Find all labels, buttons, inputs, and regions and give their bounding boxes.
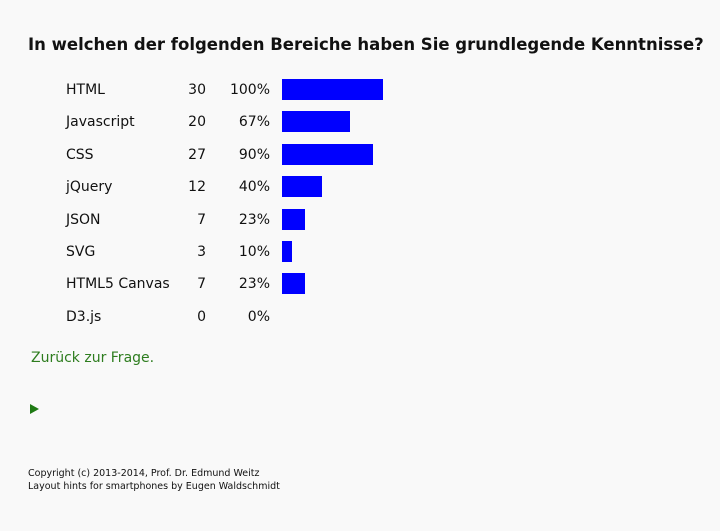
result-bar-track xyxy=(282,111,383,133)
result-bar-track xyxy=(282,306,383,327)
result-bar xyxy=(282,273,306,295)
result-bar xyxy=(282,143,373,165)
vote-count: 7 xyxy=(197,276,206,293)
vote-count: 20 xyxy=(188,114,206,131)
result-bar-track xyxy=(282,176,383,198)
copyright-text: Copyright (c) 2013-2014, Prof. Dr. Edmun… xyxy=(28,468,260,479)
back-to-question-link[interactable]: Zurück zur Frage. xyxy=(31,350,155,366)
option-label: HTML5 Canvas xyxy=(66,276,170,293)
result-bar xyxy=(282,79,383,100)
result-bar-track xyxy=(282,240,383,262)
vote-count: 30 xyxy=(188,82,206,98)
vote-count: 7 xyxy=(197,211,206,228)
result-bar xyxy=(282,240,293,262)
result-bar-track xyxy=(282,273,383,295)
vote-count: 0 xyxy=(197,308,206,325)
question-title: In welchen der folgenden Bereiche haben … xyxy=(28,35,704,54)
result-bar xyxy=(282,111,350,133)
option-label: D3.js xyxy=(66,308,102,325)
option-label: JSON xyxy=(66,211,101,228)
result-bar xyxy=(282,176,323,198)
result-bar-track xyxy=(282,79,383,100)
vote-percent: 90% xyxy=(238,146,270,163)
result-bar-track xyxy=(282,208,383,230)
layout-credit-text: Layout hints for smartphones by Eugen Wa… xyxy=(28,481,280,492)
vote-percent: 40% xyxy=(238,179,270,196)
vote-percent: 10% xyxy=(238,243,270,260)
option-label: Javascript xyxy=(66,114,135,131)
option-label: SVG xyxy=(66,243,96,260)
play-triangle-icon[interactable] xyxy=(30,404,39,414)
result-bar xyxy=(282,208,306,230)
vote-percent: 23% xyxy=(238,276,270,293)
vote-count: 3 xyxy=(197,243,206,260)
vote-percent: 23% xyxy=(238,211,270,228)
vote-percent: 100% xyxy=(229,82,270,98)
result-bar-track xyxy=(282,143,383,165)
option-label: HTML xyxy=(66,82,105,98)
footer: Copyright (c) 2013-2014, Prof. Dr. Edmun… xyxy=(28,467,280,493)
vote-percent: 0% xyxy=(247,308,270,325)
vote-percent: 67% xyxy=(238,114,270,131)
vote-count: 12 xyxy=(188,179,206,196)
option-label: CSS xyxy=(66,146,94,163)
vote-count: 27 xyxy=(188,146,206,163)
option-label: jQuery xyxy=(66,179,113,196)
